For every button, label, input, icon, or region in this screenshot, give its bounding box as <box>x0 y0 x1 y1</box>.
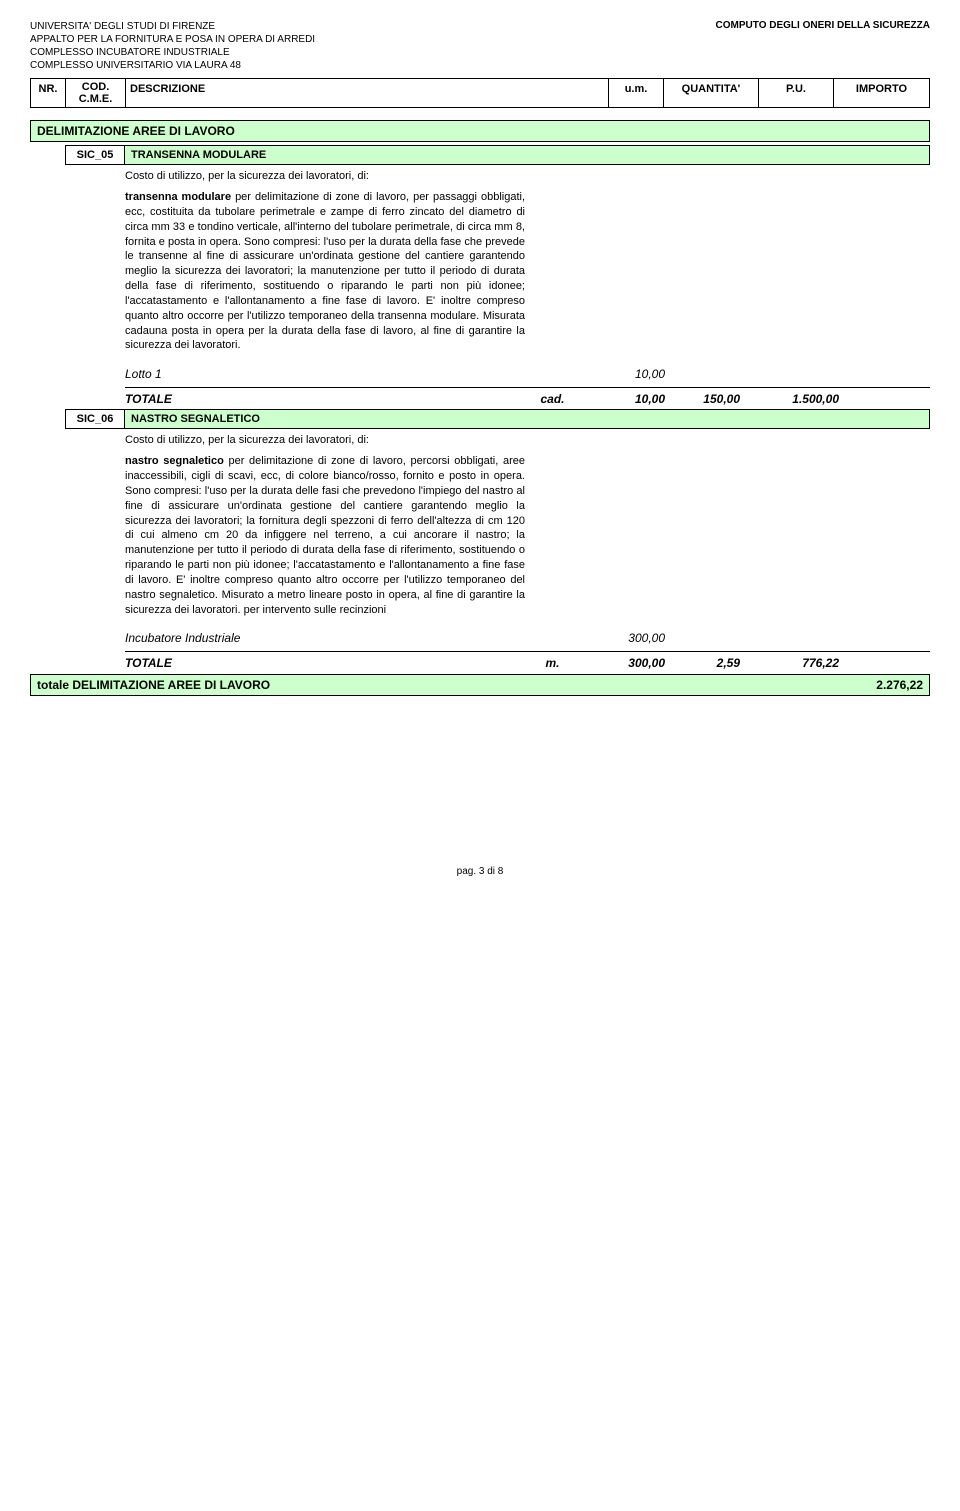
section-title: DELIMITAZIONE AREE DI LAVORO <box>30 120 930 142</box>
grand-total-label: totale DELIMITAZIONE AREE DI LAVORO <box>37 678 803 692</box>
col-um: u.m. <box>609 79 664 107</box>
header-line4: COMPLESSO UNIVERSITARIO VIA LAURA 48 <box>30 59 315 72</box>
col-cod: COD. C.M.E. <box>66 79 126 107</box>
desc-text: per delimitazione di zone di lavoro, per… <box>125 191 525 351</box>
page-footer: pag. 3 di 8 <box>30 866 930 877</box>
item-title: TRANSENNA MODULARE <box>124 145 930 165</box>
item-code: SIC_05 <box>65 145 125 165</box>
header-line1: UNIVERSITA' DEGLI STUDI DI FIRENZE <box>30 20 315 33</box>
lotto-row: Lotto 1 10,00 <box>125 367 930 381</box>
col-desc: DESCRIZIONE <box>126 79 609 107</box>
item-title: NASTRO SEGNALETICO <box>124 409 930 429</box>
lotto-row: Incubatore Industriale 300,00 <box>125 631 930 645</box>
desc-body: nastro segnaletico per delimitazione di … <box>125 454 525 617</box>
lotto-spacer <box>525 631 580 645</box>
desc-bold: nastro segnaletico <box>125 455 224 467</box>
col-pu: P.U. <box>759 79 834 107</box>
desc-body: transenna modulare per delimitazione di … <box>125 190 525 353</box>
lotto-qty: 10,00 <box>580 367 675 381</box>
totale-row: TOTALE cad. 10,00 150,00 1.500,00 <box>125 387 930 406</box>
item-header-row: SIC_06 NASTRO SEGNALETICO <box>30 409 930 429</box>
header-right: COMPUTO DEGLI ONERI DELLA SICUREZZA <box>716 20 930 72</box>
totale-um: m. <box>525 656 580 670</box>
totale-label: TOTALE <box>125 656 525 670</box>
col-qty: QUANTITA' <box>664 79 759 107</box>
item-description: Costo di utilizzo, per la sicurezza dei … <box>125 429 525 617</box>
lotto-spacer <box>525 367 580 381</box>
header-left: UNIVERSITA' DEGLI STUDI DI FIRENZE APPAL… <box>30 20 315 72</box>
desc-bold: transenna modulare <box>125 191 231 203</box>
col-nr: NR. <box>31 79 66 107</box>
item-code: SIC_06 <box>65 409 125 429</box>
item-header-row: SIC_05 TRANSENNA MODULARE <box>30 145 930 165</box>
grand-total-row: totale DELIMITAZIONE AREE DI LAVORO 2.27… <box>30 674 930 696</box>
grand-total-value: 2.276,22 <box>803 678 923 692</box>
lotto-label: Lotto 1 <box>125 367 525 381</box>
totale-qty: 10,00 <box>580 392 675 406</box>
table-header-row: NR. COD. C.M.E. DESCRIZIONE u.m. QUANTIT… <box>30 78 930 108</box>
totale-row: TOTALE m. 300,00 2,59 776,22 <box>125 651 930 670</box>
page-header: UNIVERSITA' DEGLI STUDI DI FIRENZE APPAL… <box>30 20 930 72</box>
totale-imp: 1.500,00 <box>750 392 845 406</box>
header-line3: COMPLESSO INCUBATORE INDUSTRIALE <box>30 46 315 59</box>
lotto-qty: 300,00 <box>580 631 675 645</box>
desc-intro: Costo di utilizzo, per la sicurezza dei … <box>125 433 525 448</box>
desc-text: per delimitazione di zone di lavoro, per… <box>125 455 525 615</box>
totale-um: cad. <box>525 392 580 406</box>
totale-pu: 2,59 <box>675 656 750 670</box>
header-line2: APPALTO PER LA FORNITURA E POSA IN OPERA… <box>30 33 315 46</box>
totale-pu: 150,00 <box>675 392 750 406</box>
lotto-label: Incubatore Industriale <box>125 631 525 645</box>
item-description: Costo di utilizzo, per la sicurezza dei … <box>125 165 525 353</box>
totale-imp: 776,22 <box>750 656 845 670</box>
desc-intro: Costo di utilizzo, per la sicurezza dei … <box>125 169 525 184</box>
col-imp: IMPORTO <box>834 79 929 107</box>
totale-label: TOTALE <box>125 392 525 406</box>
totale-qty: 300,00 <box>580 656 675 670</box>
